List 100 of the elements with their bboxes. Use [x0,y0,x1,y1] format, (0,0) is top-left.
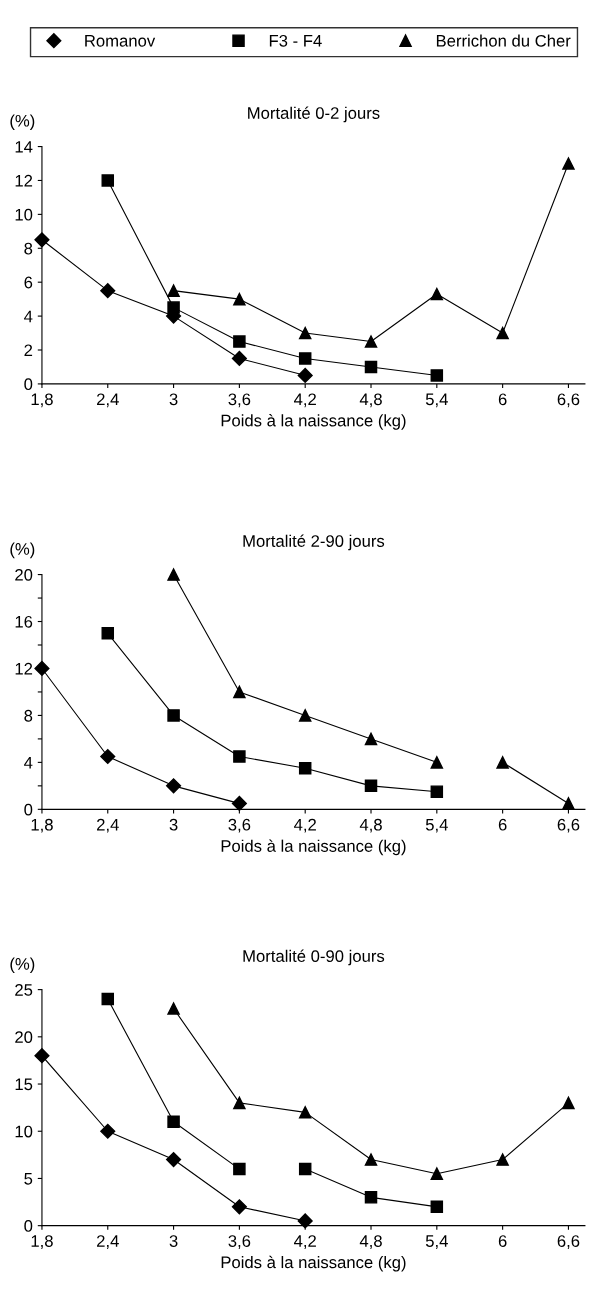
point [562,1096,575,1110]
y-tick-label: 6 [24,276,33,289]
legend-label: Berrichon du Cher [436,34,571,47]
point [430,1167,444,1180]
point [298,761,312,775]
y-axis-title: (%) [10,957,35,974]
x-tick-label: 3 [169,818,178,831]
point [233,1096,246,1110]
point [167,284,180,297]
x-tick-label: 2,4 [97,393,119,408]
x-tick-label: 2,4 [97,818,119,833]
x-tick-label: 2,4 [97,1235,119,1249]
y-tick-label: 0 [24,803,33,816]
x-tick-label: 3,6 [228,1235,251,1249]
x-tick-label: 6,6 [557,1235,580,1249]
point [166,1151,182,1168]
x-tick-label: 3 [169,1235,178,1247]
point [430,369,444,382]
y-tick-label: 20 [15,568,33,581]
point [101,174,115,187]
point [298,1162,312,1176]
y-axis-title: (%) [10,542,35,559]
point [101,627,115,640]
y-tick-label: 8 [24,709,33,722]
chart-title: Mortalité 2-90 jours [243,534,385,551]
y-tick-label: 5 [24,1173,33,1185]
point [364,732,378,746]
x-tick-label: 6 [498,393,507,406]
x-tick-label: 6,6 [557,393,580,408]
point [167,709,180,722]
y-tick-label: 12 [15,174,33,187]
legend-label: Romanov [85,35,156,47]
point [231,1199,247,1215]
x-axis-title: Poids à la naissance (kg) [221,839,406,856]
point [231,350,247,367]
point [100,1123,116,1139]
y-axis-title: (%) [10,114,35,130]
point [430,785,444,798]
point [496,756,509,769]
point [233,292,246,306]
point [167,568,180,581]
y-tick-label: 4 [24,756,33,769]
point [167,301,180,314]
point [233,685,246,699]
chart-title: Mortalité 0-90 jours [243,949,385,966]
y-tick-label: 10 [15,208,33,221]
point [167,1115,180,1129]
y-tick-label: 15 [15,1078,33,1091]
x-tick-label: 6 [498,818,507,831]
point [233,335,246,348]
point [233,1162,246,1176]
x-tick-label: 1,8 [31,818,53,833]
point [167,1002,180,1015]
point [166,778,182,794]
y-tick-label: 10 [15,1125,33,1138]
y-tick-label: 25 [15,984,33,996]
point [298,1106,312,1119]
point [364,360,378,374]
point [364,1153,378,1166]
point [364,335,378,348]
point [298,709,312,722]
point [364,1191,378,1204]
x-tick-label: 5,4 [425,1235,448,1249]
point [297,367,313,384]
y-tick-label: 2 [24,344,33,357]
x-tick-label: 4,8 [359,818,382,833]
y-tick-label: 8 [24,242,33,255]
x-tick-label: 4,8 [359,393,382,408]
point [562,157,575,170]
x-tick-label: 3 [169,393,178,406]
point [496,1153,509,1166]
point [100,748,116,765]
x-tick-label: 4,2 [294,393,316,408]
point [430,1200,444,1214]
point [101,992,115,1006]
point [298,326,312,340]
y-tick-label: 4 [24,310,33,323]
x-tick-label: 5,4 [425,393,448,408]
x-tick-label: 1,8 [31,1235,53,1249]
point [430,756,444,769]
point [233,750,246,763]
point [364,779,378,793]
point [562,797,575,810]
point [297,1213,313,1229]
point [231,795,247,812]
x-tick-label: 1,8 [31,393,53,408]
x-tick-label: 6,6 [557,818,580,833]
x-tick-label: 5,4 [425,818,448,833]
x-tick-label: 3,6 [228,393,251,408]
chart-title: Mortalité 0-2 jours [248,106,380,123]
legend-label: F3 - F4 [269,34,322,47]
point [430,287,444,301]
y-tick-label: 0 [24,1220,33,1232]
point [298,352,312,365]
y-tick-label: 16 [15,615,33,628]
x-axis-title: Poids à la naissance (kg) [221,1255,406,1272]
x-tick-label: 4,2 [294,818,316,833]
x-axis-title: Poids à la naissance (kg) [221,414,406,430]
x-tick-label: 6 [498,1235,507,1247]
x-tick-label: 4,8 [359,1235,382,1249]
